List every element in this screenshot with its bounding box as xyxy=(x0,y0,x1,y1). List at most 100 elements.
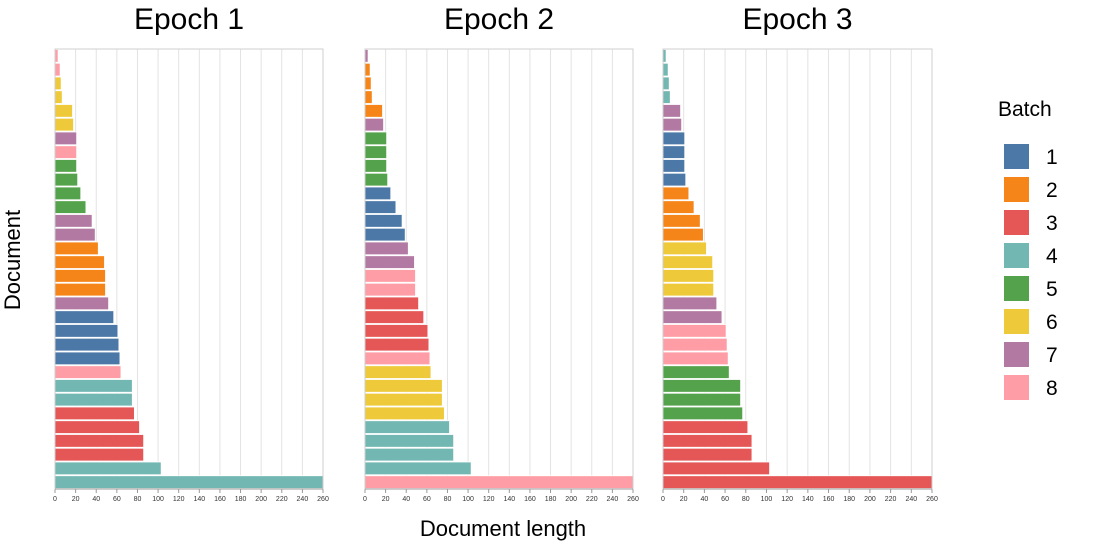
x-tick-label: 240 xyxy=(297,496,309,503)
bar xyxy=(662,461,770,476)
x-tick-label: 60 xyxy=(423,496,431,503)
legend-entry: 3 xyxy=(1004,210,1058,235)
x-tick-label: 80 xyxy=(444,496,452,503)
bar xyxy=(364,227,406,242)
x-tick-label: 220 xyxy=(885,496,897,503)
legend-label: 4 xyxy=(1046,245,1058,268)
bar xyxy=(364,420,450,434)
bar xyxy=(662,62,669,77)
bar xyxy=(364,104,383,118)
legend-title: Batch xyxy=(998,98,1052,121)
x-tick-label: 20 xyxy=(72,496,80,503)
x-tick-label: 200 xyxy=(864,496,876,503)
legend-swatch xyxy=(1004,210,1029,235)
bar xyxy=(364,214,403,228)
x-tick-label: 0 xyxy=(363,496,367,503)
x-tick-label: 20 xyxy=(382,496,390,503)
bar xyxy=(662,447,753,462)
bar xyxy=(54,447,145,462)
legend-items: 1 2 3 4 5 6 7 8 xyxy=(1004,144,1058,400)
bar xyxy=(364,172,389,187)
legend-swatch xyxy=(1004,177,1029,202)
bar xyxy=(364,131,388,146)
bar xyxy=(662,145,686,159)
bar xyxy=(364,241,409,256)
x-tick-label: 60 xyxy=(113,496,121,503)
bar xyxy=(662,172,687,187)
bar xyxy=(364,461,472,476)
bar xyxy=(662,379,741,393)
legend-label: 2 xyxy=(1046,179,1058,202)
bar xyxy=(54,200,87,214)
x-tick-label: 40 xyxy=(700,496,708,503)
x-tick-label: 160 xyxy=(524,496,536,503)
bar xyxy=(364,62,371,77)
legend-entry: 1 xyxy=(1004,144,1058,169)
bar xyxy=(662,351,729,366)
bar xyxy=(54,241,99,256)
legend-entry: 4 xyxy=(1004,243,1058,268)
legend-entry: 7 xyxy=(1004,342,1058,367)
bar xyxy=(364,392,443,407)
x-tick-label: 240 xyxy=(607,496,619,503)
legend-swatch xyxy=(1004,342,1029,367)
legend-label: 3 xyxy=(1046,212,1058,235)
panel-epoch-3: Epoch 3 0 20 40 60 80 100 120 140 160 180 200 220 240… xyxy=(661,3,938,503)
x-tick-label: 100 xyxy=(761,496,773,503)
x-tick-label: 260 xyxy=(317,496,329,503)
x-tick-label: 80 xyxy=(134,496,142,503)
bar xyxy=(364,117,384,132)
bar xyxy=(54,337,120,352)
legend-swatch xyxy=(1004,243,1029,268)
bar xyxy=(662,131,686,146)
bar xyxy=(54,172,79,187)
bar xyxy=(662,475,933,489)
bar xyxy=(54,365,122,379)
bar xyxy=(54,310,115,324)
bar xyxy=(662,214,701,228)
bar xyxy=(364,310,425,324)
bar xyxy=(662,324,727,338)
bar xyxy=(54,90,63,104)
legend-entry: 5 xyxy=(1004,276,1058,301)
bar xyxy=(662,90,671,104)
x-tick-label: 20 xyxy=(680,496,688,503)
bar xyxy=(364,186,392,201)
legend: Batch 1 2 3 4 5 6 7 8 xyxy=(998,98,1058,400)
x-tick-label: 60 xyxy=(721,496,729,503)
x-tick-label: 200 xyxy=(255,496,267,503)
bar xyxy=(54,420,140,434)
x-tick-label: 220 xyxy=(586,496,598,503)
bar xyxy=(54,104,73,118)
x-tick-label: 80 xyxy=(742,496,750,503)
bar xyxy=(54,461,162,476)
bar xyxy=(54,214,93,228)
x-tick-label: 140 xyxy=(503,496,515,503)
bar xyxy=(54,255,105,269)
x-tick-label: 100 xyxy=(152,496,164,503)
x-tick-label: 260 xyxy=(627,496,639,503)
panel-title: Epoch 3 xyxy=(742,3,852,36)
bar xyxy=(662,255,714,269)
legend-entry: 6 xyxy=(1004,309,1058,334)
bar xyxy=(662,241,707,256)
bar xyxy=(364,269,416,283)
legend-swatch xyxy=(1004,309,1029,334)
bar xyxy=(662,392,741,407)
bar xyxy=(364,406,445,421)
legend-swatch xyxy=(1004,375,1029,400)
bar xyxy=(364,76,372,91)
bar xyxy=(54,159,78,173)
panel-title: Epoch 2 xyxy=(444,3,554,36)
bar xyxy=(364,337,430,352)
x-tick-label: 180 xyxy=(545,496,557,503)
x-tick-label: 0 xyxy=(53,496,57,503)
x-tick-label: 180 xyxy=(843,496,855,503)
bar xyxy=(54,296,109,311)
bar xyxy=(662,76,670,91)
bar xyxy=(662,337,728,352)
bar xyxy=(662,296,718,311)
bar xyxy=(662,186,690,201)
panel-epoch-2: Epoch 2 0 20 40 60 80 100 120 140 160 180 200 220 240… xyxy=(363,3,639,503)
